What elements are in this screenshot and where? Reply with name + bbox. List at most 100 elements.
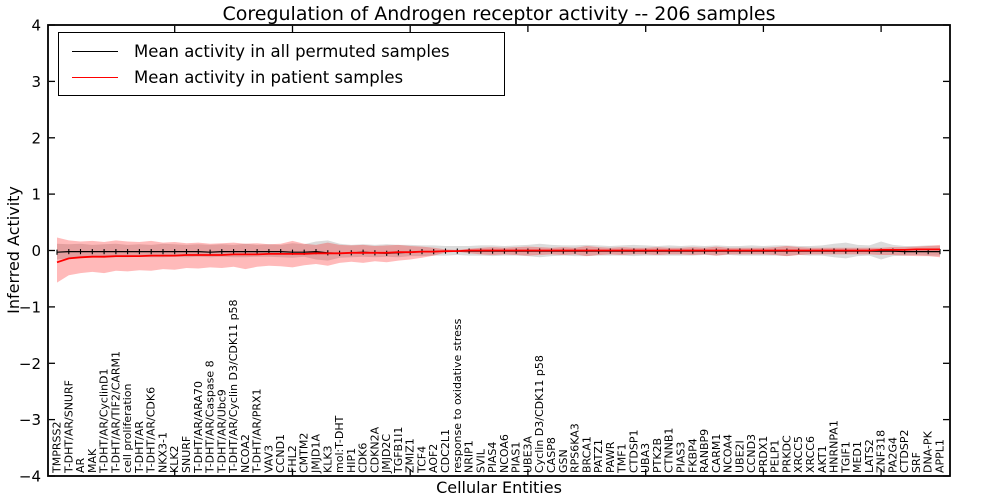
x-tick-label: PAWR — [604, 441, 617, 473]
x-tick-label: XRCC6 — [804, 436, 817, 473]
x-tick-label: CDK6 — [357, 443, 370, 473]
y-tick-label: 3 — [31, 73, 41, 91]
x-tick-label: LATS2 — [863, 439, 876, 473]
x-tick-label: CTNNB1 — [663, 428, 676, 473]
x-tick-label: FKBP4 — [686, 438, 699, 473]
x-tick-label: CDC2L1 — [439, 429, 452, 473]
x-tick-label: CTDSP1 — [627, 430, 640, 473]
y-tick-label: −4 — [19, 468, 41, 486]
x-tick-label: PIAS4 — [486, 442, 499, 473]
legend-label-permuted: Mean activity in all permuted samples — [134, 41, 450, 61]
x-tick-label: T-DHT/AR/SNURF — [62, 380, 75, 474]
x-tick-label: TCF4 — [416, 446, 429, 474]
x-tick-label: T-DHT/AR/PRX1 — [251, 388, 264, 474]
legend-box: Mean activity in all permuted samples Me… — [58, 32, 505, 96]
x-tick-label: MED1 — [851, 441, 864, 473]
x-tick-label: PTK2B — [651, 438, 664, 473]
x-tick-label: APPL1 — [934, 439, 947, 473]
x-tick-label: ZNF318 — [875, 430, 888, 473]
patient-mean-line — [56, 248, 940, 264]
x-tick-label: CMTM2 — [298, 433, 311, 473]
x-tick-label: KLK3 — [321, 445, 334, 473]
x-tick-label: DNA-PK — [922, 430, 935, 473]
x-tick-label: NCOA6 — [498, 434, 511, 473]
y-tick-label: 4 — [31, 17, 41, 35]
x-tick-label: CASP8 — [545, 437, 558, 473]
x-tick-label: T-DHT/AR/ARA70 — [192, 381, 205, 474]
y-axis-label: Inferred Activity — [4, 186, 23, 314]
x-tick-label: T-DHT/AR/Caspase 8 — [204, 360, 217, 474]
y-tick-label: 1 — [31, 186, 41, 204]
x-tick-label: MAK — [86, 448, 99, 473]
x-tick-label: PELP1 — [769, 440, 782, 473]
legend-entry-permuted: Mean activity in all permuted samples — [59, 42, 504, 61]
x-tick-label: T-DHT/AR/Ubc9 — [215, 389, 228, 474]
y-tick-label: 0 — [31, 242, 41, 260]
x-tick-label: RANBP9 — [698, 429, 711, 473]
x-tick-label: GSN — [557, 449, 570, 473]
x-tick-label: T-DHT/AR/Cyclin D3/CDK11 p58 — [227, 299, 240, 474]
x-tick-label: BRCA1 — [580, 436, 593, 473]
x-tick-label: XRCC5 — [792, 436, 805, 473]
x-tick-label: FHL2 — [286, 445, 299, 473]
x-tick-label: NCOA2 — [239, 434, 252, 473]
legend-label-patient: Mean activity in patient samples — [134, 67, 404, 87]
x-tick-label: PRKDC — [780, 435, 793, 473]
x-tick-label: TMF1 — [616, 443, 629, 474]
x-tick-label: PA2G4 — [886, 437, 899, 473]
x-tick-label: CDKN2A — [368, 426, 381, 473]
x-tick-label: T-DHT/AR/TIF2/CARM1 — [109, 351, 122, 474]
x-tick-label: UBE3A — [521, 435, 534, 473]
x-tick-label: JMJD1A — [310, 434, 323, 474]
x-tick-label: VAV3 — [262, 445, 275, 473]
x-tick-label: TGFB1I1 — [392, 427, 405, 474]
x-tick-label: mol:T-DHT — [333, 415, 346, 473]
x-tick-label: RPS6KA3 — [569, 423, 582, 473]
x-tick-label: Cyclin D3/CDK11 p58 — [533, 355, 546, 473]
x-tick-label: NCOA4 — [722, 434, 735, 473]
x-tick-label: CCND1 — [274, 434, 287, 473]
x-tick-label: response to oxidative stress — [451, 318, 464, 473]
y-tick-label: −1 — [19, 298, 41, 316]
x-tick-label: PATZ1 — [592, 439, 605, 473]
y-tick-label: −3 — [19, 411, 41, 429]
legend-line-red-icon — [72, 76, 118, 78]
x-tick-label: PIAS3 — [675, 442, 688, 473]
y-tick-label: −2 — [19, 355, 41, 373]
y-tick-label: 2 — [31, 129, 41, 147]
x-tick-label: KLK2 — [168, 445, 181, 473]
x-tick-label: CTDSP2 — [898, 430, 911, 473]
x-tick-label: NRIP1 — [463, 440, 476, 473]
patient-confidence-band — [57, 237, 940, 283]
legend-line-black-icon — [72, 50, 118, 52]
x-tick-label: SNURF — [180, 436, 193, 473]
x-tick-label: HIP1 — [345, 448, 358, 473]
x-tick-label: UBA3 — [639, 443, 652, 473]
x-tick-label: UBE2I — [733, 440, 746, 473]
x-tick-label: NKX3-1 — [157, 432, 170, 473]
x-tick-label: TGIF1 — [839, 441, 852, 474]
x-tick-label: PRDX1 — [757, 436, 770, 473]
x-axis-label: Cellular Entities — [436, 478, 562, 497]
chart-title: Coregulation of Androgen receptor activi… — [222, 3, 776, 25]
x-tick-label: SVIL — [474, 448, 487, 473]
x-tick-label: TMPRSS2 — [51, 422, 64, 474]
legend-entry-patient: Mean activity in patient samples — [59, 68, 504, 87]
x-tick-label: SRF — [910, 452, 923, 473]
x-tick-label: T-DHT/AR/CyclinD1 — [98, 368, 111, 474]
x-tick-label: T-DHT/AR/CDK6 — [145, 387, 158, 474]
x-tick-label: HNRNPA1 — [828, 420, 841, 473]
x-tick-label: ZMIZ1 — [404, 438, 417, 473]
x-tick-label: AOF2 — [427, 444, 440, 473]
x-tick-label: PIAS1 — [510, 442, 523, 473]
x-tick-label: CCND3 — [745, 434, 758, 473]
x-tick-label: cell proliferation — [121, 383, 134, 473]
x-tick-label: AR — [74, 457, 87, 473]
x-tick-label: JMJD2C — [380, 434, 393, 474]
x-tick-label: T-DHT/AR — [133, 421, 146, 474]
axes-frame — [47, 24, 951, 477]
x-tick-label: CARM1 — [710, 434, 723, 473]
x-tick-label: AKT1 — [816, 445, 829, 473]
